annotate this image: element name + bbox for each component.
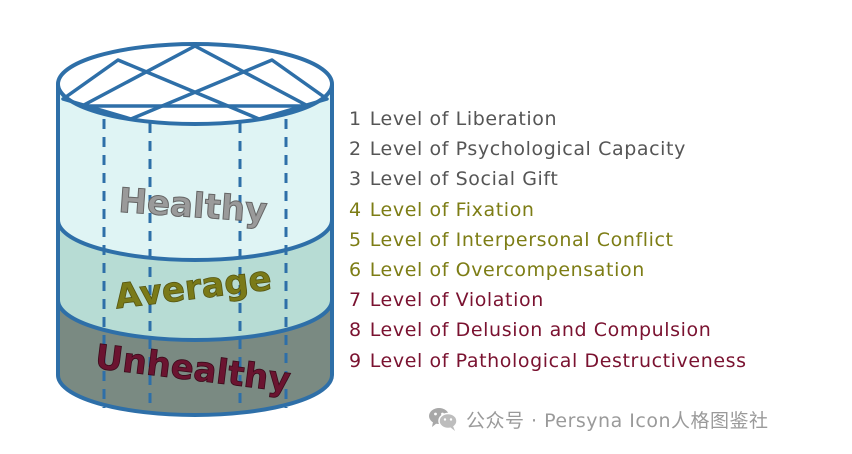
dashed-guides xyxy=(102,119,288,414)
level-number: 1 xyxy=(349,108,362,130)
divider-average-unhealthy xyxy=(56,299,334,342)
enneagram-triangle xyxy=(80,44,310,108)
cylinder-top-rim xyxy=(56,42,334,126)
level-number: 8 xyxy=(349,319,362,342)
level-item: 4 Level of Fixation xyxy=(349,197,747,227)
level-item: 6 Level of Overcompensation xyxy=(349,257,747,287)
band-labels: Healthy Average Unhealthy xyxy=(93,180,294,401)
level-text: Level of Fixation xyxy=(369,198,535,221)
level-text: Level of Interpersonal Conflict xyxy=(369,228,674,251)
cylinder-bottom-rim xyxy=(56,374,334,417)
level-number: 6 xyxy=(349,258,362,281)
wechat-icon xyxy=(429,408,458,431)
level-item: 8 Level of Delusion and Compulsion xyxy=(349,317,747,347)
level-number: 9 xyxy=(349,349,362,372)
enneagram-hexad xyxy=(61,58,329,121)
level-item: 1 Level of Liberation xyxy=(349,106,747,136)
label-healthy: Healthy xyxy=(117,181,268,231)
level-text: Level of Violation xyxy=(369,289,544,312)
level-number: 7 xyxy=(349,289,362,312)
level-text: Level of Delusion and Compulsion xyxy=(369,319,712,342)
band-average-front xyxy=(58,220,332,340)
level-item: 3 Level of Social Gift xyxy=(349,166,747,196)
level-item: 2 Level of Psychological Capacity xyxy=(349,136,747,166)
level-number: 3 xyxy=(349,168,362,191)
level-number: 4 xyxy=(349,198,362,221)
level-item: 7 Level of Violation xyxy=(349,287,747,317)
level-text: Level of Pathological Destructiveness xyxy=(369,349,747,372)
level-text: Level of Social Gift xyxy=(369,168,559,191)
divider-healthy-average xyxy=(56,219,334,262)
level-number: 5 xyxy=(349,228,362,251)
band-dividers xyxy=(56,219,334,342)
level-item: 9 Level of Pathological Destructiveness xyxy=(349,348,747,378)
watermark-text: 公众号 · Persyna Icon人格图鉴社 xyxy=(466,409,769,432)
level-text: Level of Psychological Capacity xyxy=(369,138,686,161)
level-text: Level of Overcompensation xyxy=(369,258,645,281)
level-item: 5 Level of Interpersonal Conflict xyxy=(349,227,747,257)
enneagram-star xyxy=(61,44,329,121)
level-text: Level of Liberation xyxy=(369,108,558,130)
levels-list: 1 Level of Liberation 2 Level of Psycholog… xyxy=(349,106,747,378)
level-number: 2 xyxy=(349,138,362,161)
watermark: 公众号 · Persyna Icon人格图鉴社 xyxy=(428,404,768,434)
